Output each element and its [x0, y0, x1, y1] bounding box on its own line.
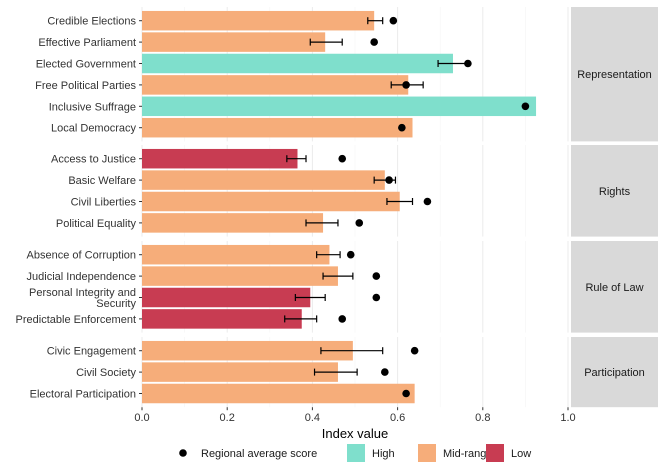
bar-access-to-justice: [142, 148, 298, 169]
category-label: Absence of Corruption: [27, 250, 136, 262]
category-label: Electoral Participation: [30, 389, 136, 401]
x-tick-label: 0.4: [305, 412, 320, 424]
bar-inclusive-suffrage: [142, 96, 537, 117]
legend-label-regional-average: Regional average score: [201, 448, 317, 460]
category-label: Local Democracy: [51, 123, 136, 135]
category-label: Basic Welfare: [68, 175, 136, 187]
regional-avg-dot-civil-society: [381, 368, 389, 376]
error-bar-access-to-justice: [286, 155, 307, 163]
x-tick-label: 0.8: [475, 412, 490, 424]
regional-avg-dot-judicial-independence: [372, 272, 381, 280]
facet-strip-rights: [571, 145, 658, 237]
facet-label: Rule of Law: [585, 282, 643, 294]
facet-label: Rights: [599, 186, 631, 198]
legend-key-low: [486, 444, 504, 462]
bar-predictable-enforcement: [142, 309, 302, 329]
error-bar-civic-engagement: [320, 347, 384, 355]
category-label: Civil Society: [76, 367, 136, 379]
category-label: Elected Government: [36, 59, 136, 71]
regional-avg-dot-civic-engagement: [410, 346, 419, 355]
category-label: Predictable Enforcement: [16, 314, 136, 326]
category-label: Access to Justice: [51, 154, 136, 166]
category-label: Civil Liberties: [71, 197, 137, 209]
error-bar-personal-integrity-and-security: [294, 294, 326, 301]
bar-local-democracy: [142, 117, 413, 138]
x-tick-label: 0.6: [390, 412, 405, 424]
regional-avg-dot-personal-integrity-and-security: [372, 293, 381, 302]
category-label: Civic Engagement: [47, 346, 136, 358]
legend-label-low: Low: [511, 448, 531, 460]
category-label: Credible Elections: [47, 16, 136, 28]
facet-label: Participation: [584, 367, 645, 379]
regional-avg-dot-electoral-participation: [402, 389, 410, 398]
x-axis-title: Index value: [322, 426, 389, 441]
legend-dot-icon: [179, 449, 187, 457]
bar-civil-liberties: [142, 191, 400, 212]
category-label: Effective Parliament: [38, 37, 136, 49]
legend: Regional average score High Mid-range Low: [179, 444, 531, 462]
bar-personal-integrity-and-security: [142, 287, 311, 308]
regional-avg-dot-basic-welfare: [385, 176, 393, 184]
facet-strip-rule-of-law: [571, 241, 658, 333]
bar-credible-elections: [142, 10, 375, 31]
x-tick-label: 0.0: [134, 412, 149, 424]
regional-avg-dot-predictable-enforcement: [338, 315, 347, 323]
error-bar-effective-parliament: [309, 38, 343, 46]
x-tick-label: 0.2: [220, 412, 235, 424]
legend-key-mid-range: [418, 444, 436, 462]
regional-avg-dot-access-to-justice: [338, 154, 347, 163]
bar-judicial-independence: [142, 266, 338, 286]
bar-absence-of-corruption: [142, 244, 330, 265]
bar-free-political-parties: [142, 75, 409, 95]
bar-basic-welfare: [142, 170, 385, 190]
regional-avg-dot-political-equality: [355, 219, 364, 227]
regional-avg-dot-elected-government: [464, 59, 472, 68]
regional-avg-dot-effective-parliament: [370, 38, 378, 46]
regional-avg-dot-local-democracy: [398, 123, 406, 132]
category-label: Personal Integrity and: [29, 287, 136, 299]
legend-key-high: [347, 444, 365, 462]
facet-strip-participation: [571, 337, 658, 408]
error-bar-civil-liberties: [386, 198, 414, 205]
regional-avg-dot-free-political-parties: [402, 81, 410, 89]
bar-political-equality: [142, 213, 324, 233]
category-label: Judicial Independence: [27, 271, 136, 283]
x-tick-label: 1.0: [560, 412, 575, 424]
facet-label: Representation: [577, 69, 652, 81]
bar-civil-society: [142, 362, 338, 382]
regional-avg-dot-absence-of-corruption: [346, 250, 355, 259]
error-bar-credible-elections: [367, 17, 384, 25]
error-bar-absence-of-corruption: [316, 251, 341, 259]
category-label: Security: [96, 298, 136, 310]
error-bar-political-equality: [305, 219, 339, 227]
error-bar-predictable-enforcement: [284, 315, 318, 323]
category-label: Inclusive Suffrage: [49, 101, 136, 113]
bar-civic-engagement: [142, 340, 353, 361]
error-bar-civil-society: [313, 368, 358, 376]
category-label: Political Equality: [56, 218, 137, 230]
regional-avg-dot-inclusive-suffrage: [521, 102, 530, 111]
bar-elected-government: [142, 53, 453, 74]
category-label: Free Political Parties: [35, 80, 136, 92]
bar-effective-parliament: [142, 32, 326, 52]
legend-label-high: High: [372, 448, 395, 460]
facet-strip-representation: [571, 7, 658, 142]
regional-avg-dot-civil-liberties: [423, 197, 432, 206]
regional-avg-dot-credible-elections: [389, 16, 398, 25]
legend-label-mid-range: Mid-range: [443, 448, 493, 460]
error-bar-judicial-independence: [322, 272, 354, 280]
bar-electoral-participation: [142, 383, 415, 404]
